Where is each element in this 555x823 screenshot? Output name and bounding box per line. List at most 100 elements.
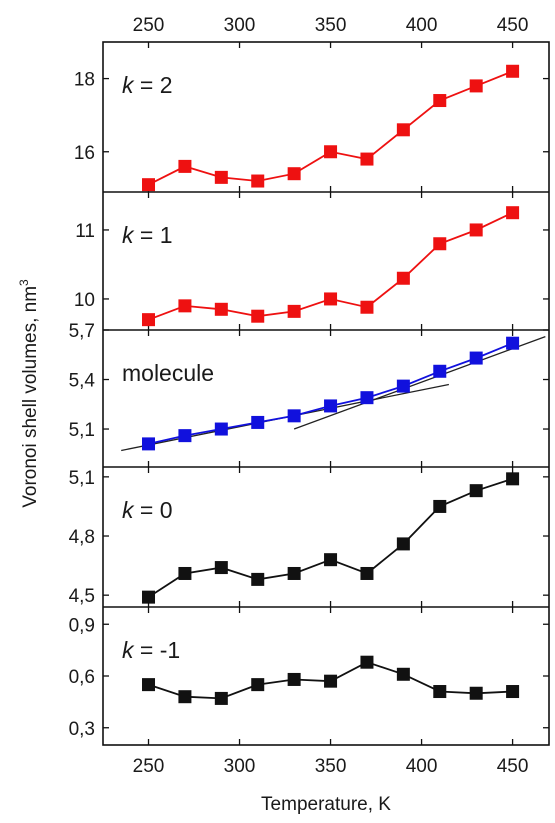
panel-label-variable: k xyxy=(122,497,135,523)
data-point xyxy=(251,309,265,323)
x-tick-label-bottom: 450 xyxy=(497,756,529,777)
x-tick-label-bottom: 400 xyxy=(406,756,438,777)
data-point xyxy=(214,302,228,316)
data-point xyxy=(324,674,338,688)
data-point xyxy=(396,123,410,137)
data-point xyxy=(287,409,301,423)
panel-label-variable: k xyxy=(122,72,135,98)
data-point xyxy=(287,167,301,181)
x-axis-top: 250 300 350 400 450 xyxy=(133,15,529,36)
y-axis-title: Voronoi shell volumes, nm3 xyxy=(17,279,41,508)
data-point xyxy=(214,170,228,184)
x-tick-label-bottom: 350 xyxy=(315,756,347,777)
data-point xyxy=(360,391,374,405)
panel-label-text: = -1 xyxy=(134,637,181,663)
x-tick-label-top: 300 xyxy=(224,15,256,36)
x-tick-label-bottom: 300 xyxy=(224,756,256,777)
data-point xyxy=(396,379,410,393)
y-tick-label: 5,1 xyxy=(69,420,95,441)
data-point xyxy=(469,79,483,93)
panel-label: k = -1 xyxy=(122,637,180,663)
data-point xyxy=(324,399,338,413)
data-point xyxy=(469,686,483,700)
fit-line xyxy=(293,335,546,430)
data-point xyxy=(506,472,520,486)
x-tick-label-top: 400 xyxy=(406,15,438,36)
panel-label-variable: k xyxy=(122,637,135,663)
data-point xyxy=(178,299,192,313)
data-point xyxy=(469,351,483,365)
y-tick-label: 0,6 xyxy=(69,667,95,688)
data-point xyxy=(214,691,228,705)
y-tick-label: 10 xyxy=(74,290,95,311)
data-point xyxy=(506,64,520,78)
data-point xyxy=(324,292,338,306)
x-axis-title: Temperature, K xyxy=(261,794,391,815)
data-point xyxy=(214,561,228,575)
y-tick-label: 5,7 xyxy=(69,321,95,342)
plot-border xyxy=(102,41,550,746)
plot-frame xyxy=(102,41,550,746)
y-tick-label: 0,3 xyxy=(69,719,95,740)
series-line xyxy=(148,477,513,598)
y-tick-label: 4,5 xyxy=(69,586,95,607)
panel-label: k = 2 xyxy=(122,72,173,98)
y-axis-title-superscript: 3 xyxy=(17,279,31,286)
data-point xyxy=(178,690,192,704)
data-point xyxy=(214,422,228,436)
x-tick-label-top: 450 xyxy=(497,15,529,36)
panel-5: 0,3 0,6 0,9 k = -1 xyxy=(69,606,549,745)
data-point xyxy=(142,678,156,692)
panel-label: molecule xyxy=(122,360,214,386)
x-axis-bottom: 250 300 350 400 450 xyxy=(133,756,529,777)
data-point xyxy=(142,313,156,327)
panel-4: 4,5 4,8 5,1 k = 0 xyxy=(69,466,549,607)
data-point xyxy=(142,437,156,451)
data-point xyxy=(360,655,374,669)
data-point xyxy=(360,152,374,166)
data-point xyxy=(178,429,192,443)
data-point xyxy=(178,566,192,580)
panel-3: 5,1 5,4 5,7 molecule xyxy=(69,321,549,467)
y-tick-label: 5,4 xyxy=(69,371,96,392)
x-tick-label-bottom: 250 xyxy=(133,756,165,777)
data-point xyxy=(251,572,265,586)
data-point xyxy=(433,237,447,251)
series-line xyxy=(148,70,513,186)
y-tick-label: 18 xyxy=(74,70,95,91)
data-point xyxy=(324,553,338,567)
data-point xyxy=(360,300,374,314)
data-point xyxy=(506,336,520,350)
data-point xyxy=(287,672,301,686)
data-point xyxy=(433,364,447,378)
panel-2: 10 11 k = 1 xyxy=(74,191,549,330)
data-point xyxy=(251,415,265,429)
y-axis-title-text: Voronoi shell volumes, nm xyxy=(20,286,41,508)
data-point xyxy=(433,94,447,108)
panel-1: 16 18 k = 2 xyxy=(74,42,549,192)
data-point xyxy=(506,685,520,699)
data-point xyxy=(287,566,301,580)
data-point xyxy=(324,145,338,159)
data-point xyxy=(251,174,265,188)
data-point xyxy=(396,667,410,681)
data-point xyxy=(396,537,410,551)
panel-label-text: = 2 xyxy=(134,72,173,98)
x-tick-label-top: 350 xyxy=(315,15,347,36)
y-tick-label: 0,9 xyxy=(69,615,95,636)
data-point xyxy=(396,271,410,285)
data-point xyxy=(142,590,156,604)
y-tick-label: 5,1 xyxy=(69,468,95,489)
y-tick-label: 11 xyxy=(75,221,95,242)
x-tick-label-top: 250 xyxy=(133,15,165,36)
y-tick-label: 4,8 xyxy=(69,527,95,548)
data-point xyxy=(506,206,520,220)
data-point xyxy=(469,484,483,498)
data-point xyxy=(287,304,301,318)
panel-label: k = 1 xyxy=(122,222,173,248)
series-line xyxy=(148,342,513,445)
data-point xyxy=(433,685,447,699)
panel-label-text: molecule xyxy=(122,360,214,386)
data-point xyxy=(433,499,447,513)
